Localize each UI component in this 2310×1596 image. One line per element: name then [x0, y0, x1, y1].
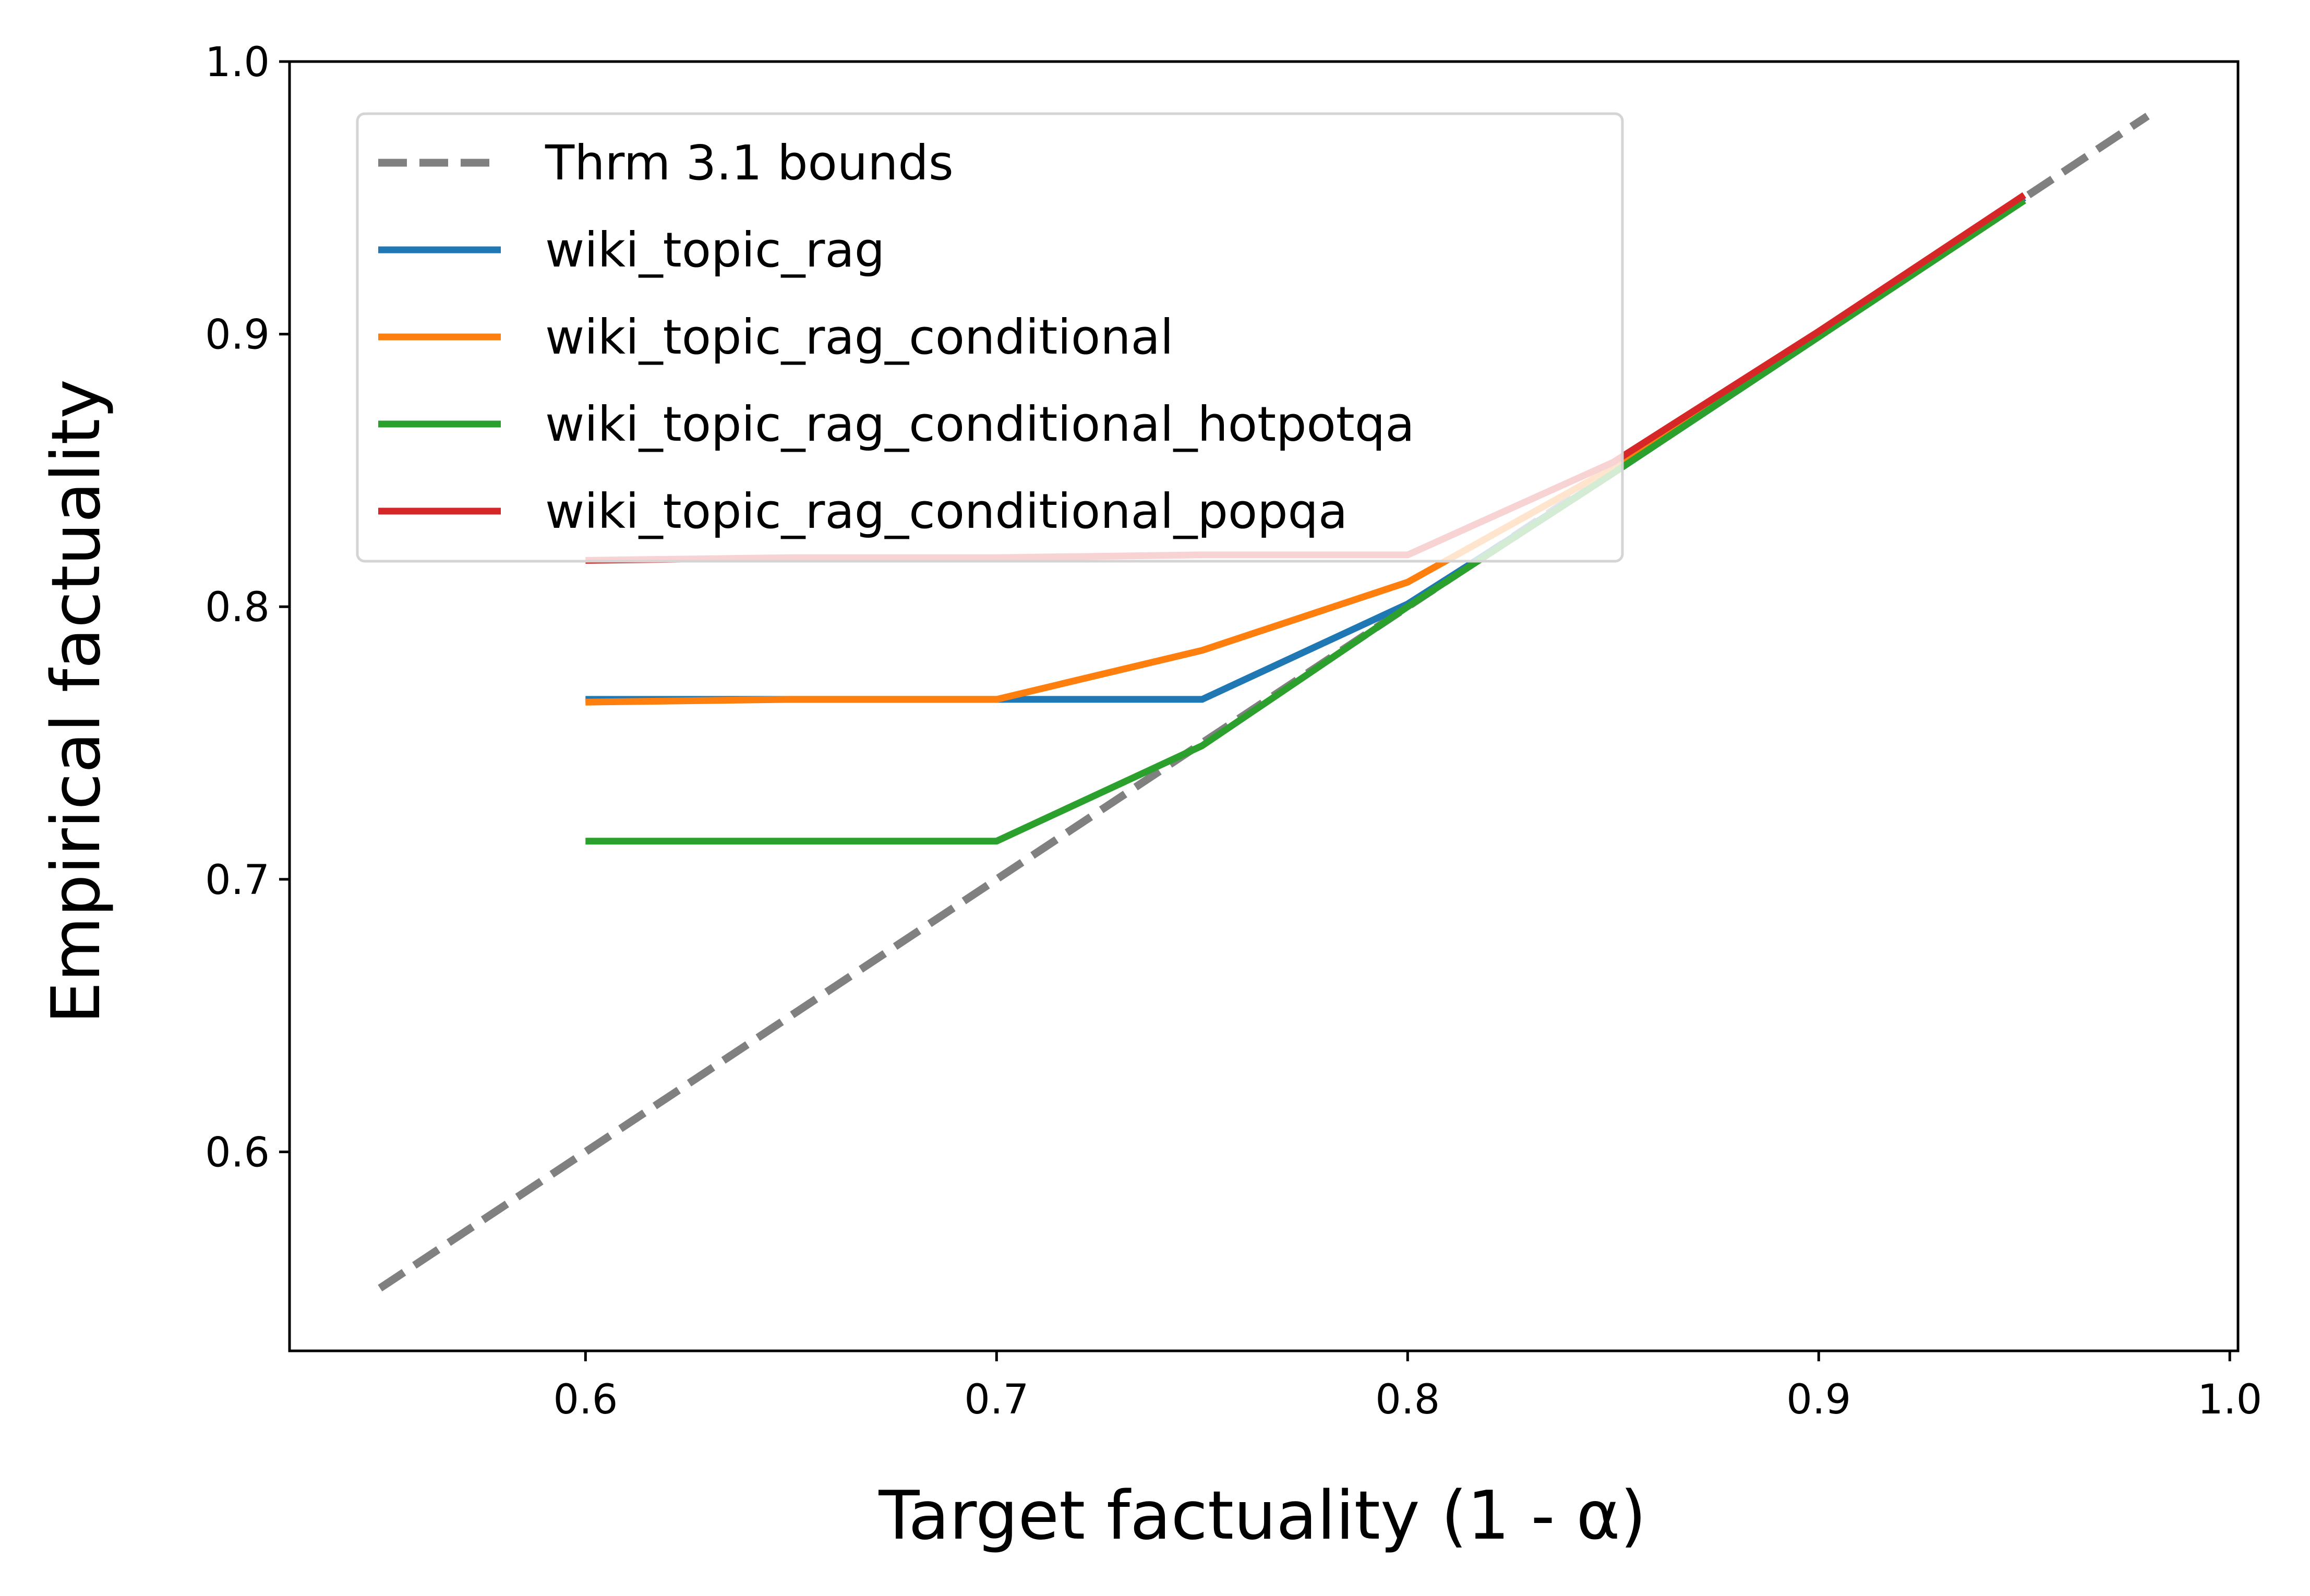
x-tick-label: 0.8: [1375, 1376, 1440, 1423]
series-line-0: [378, 113, 2150, 1292]
y-tick-label: 0.9: [205, 312, 270, 359]
x-tick-label: 0.7: [964, 1376, 1029, 1423]
legend-box: [356, 112, 1624, 563]
y-axis-label: Empirical factuality: [38, 379, 115, 1024]
legend: Thrm 3.1 bounds wiki_topic_rag wiki_topic_…: [356, 112, 1624, 563]
y-tick-label: 0.7: [205, 857, 270, 904]
legend-label-1: wiki_topic_rag: [545, 222, 885, 278]
y-tick-label: 0.6: [205, 1129, 270, 1176]
x-tick-label: 0.9: [1786, 1376, 1851, 1423]
legend-label-0: Thrm 3.1 bounds: [545, 135, 954, 191]
y-tick-label: 1.0: [205, 39, 270, 86]
series-line-3: [585, 198, 2026, 845]
axes-frame: [288, 60, 2240, 1352]
y-tick-label: 0.8: [205, 584, 270, 631]
plot-area: 0.6 0.7 0.8 0.9 1.0 0.6 0.7 0.8 0.9 1.0 Thrm 3.1 b…: [205, 39, 2262, 1423]
legend-label-3: wiki_topic_rag_conditional_hotpotqa: [545, 396, 1415, 452]
x-tick-label: 0.6: [553, 1376, 618, 1423]
legend-label-2: wiki_topic_rag_conditional: [545, 309, 1173, 365]
x-tick-label: 1.0: [2197, 1376, 2262, 1423]
x-axis-label: Target factuality (1 - α): [878, 1477, 1646, 1555]
legend-label-4: wiki_topic_rag_conditional_popqa: [545, 483, 1348, 539]
